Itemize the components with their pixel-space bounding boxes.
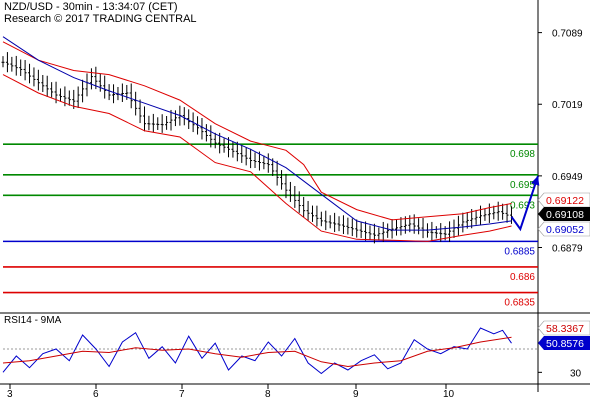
tag-rsi-ma-box — [537, 320, 590, 336]
tag-last-text: 0.69108 — [546, 209, 584, 221]
price-tick-label: 0.6879 — [552, 244, 583, 255]
level-label-resistance: 0.693 — [510, 200, 535, 211]
price-tick-label: 0.6949 — [552, 172, 583, 183]
time-tick-label: 6 — [93, 389, 99, 400]
tag-rsi-box — [538, 336, 590, 350]
chart-title: NZD/USD - 30min - 13:34:07 (CET) — [4, 1, 178, 13]
time-tick-label: 7 — [179, 389, 185, 400]
tag-moving_average-text: 0.69052 — [546, 224, 584, 236]
bollinger-lower-line — [2, 74, 512, 242]
tag-bollinger-box — [537, 192, 590, 208]
tag-bollinger: 0.69122 — [537, 192, 590, 208]
tag-moving_average: 0.69052 — [537, 221, 590, 237]
copyright-line: Research © 2017 TRADING CENTRAL — [4, 13, 197, 25]
tag-last-box — [538, 207, 590, 221]
level-label-support: 0.686 — [510, 272, 535, 283]
time-tick-label: 8 — [265, 389, 271, 400]
rsi-line — [2, 327, 512, 375]
tag-rsi-ma: 58.3367 — [537, 320, 590, 336]
bollinger-upper-line — [2, 41, 512, 221]
scenario-arrow-line — [510, 175, 539, 232]
tag-bollinger-text: 0.69122 — [546, 195, 584, 207]
price-tick-label: 0.7019 — [552, 100, 583, 111]
level-label-pivot: 0.6885 — [504, 246, 535, 257]
time-tick-label: 3 — [7, 389, 13, 400]
tag-rsi: 50.8576 — [538, 336, 590, 350]
level-label-support: 0.6835 — [504, 298, 535, 309]
rsi-panel-title: RSI14 - 9MA — [4, 315, 62, 326]
tag-moving_average-box — [537, 221, 590, 237]
time-tick-label: 9 — [353, 389, 359, 400]
rsi-ma-line — [2, 336, 512, 368]
moving-average-line — [2, 36, 512, 231]
scenario-arrow-head — [531, 175, 540, 186]
tag-rsi-ma-text: 58.3367 — [546, 323, 584, 335]
tag-rsi-text: 50.8576 — [546, 338, 584, 350]
price-tick-label: 0.7089 — [552, 29, 583, 40]
rsi-tick-label: 30 — [570, 368, 582, 379]
level-label-resistance: 0.698 — [510, 149, 535, 160]
level-label-resistance: 0.695 — [510, 180, 535, 191]
time-tick-label: 10 — [443, 389, 455, 400]
tag-last: 0.69108 — [538, 207, 590, 221]
